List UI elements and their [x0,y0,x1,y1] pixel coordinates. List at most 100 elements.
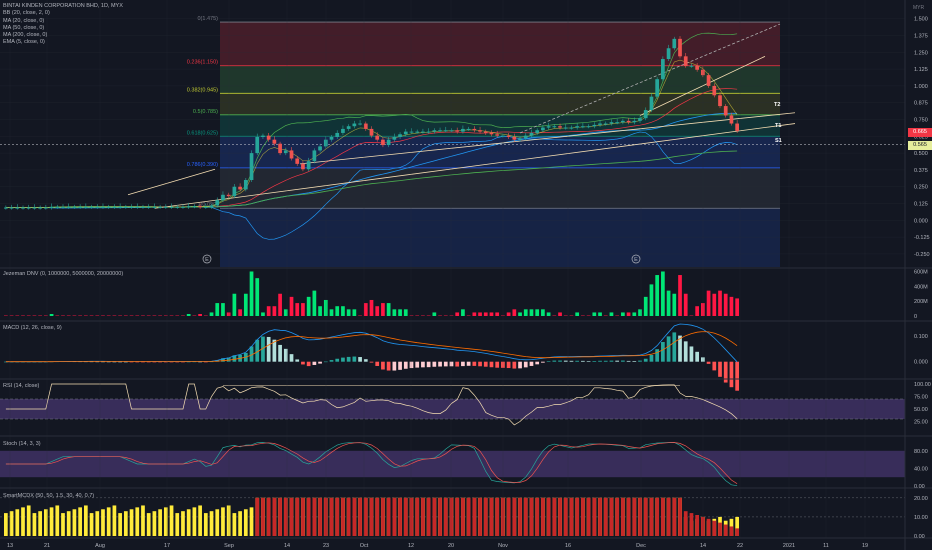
smi-bar [558,497,562,536]
volume-bar [272,306,277,316]
target-2-label: T2 [774,102,781,108]
candle [403,131,408,135]
fib-zone [220,114,780,137]
candle [306,161,311,170]
candle [61,206,65,208]
smi-bar [718,522,722,536]
smi-bar [529,497,534,536]
smi-bar [466,497,471,536]
price-panel[interactable]: 0(1.475) 0.236(1.150) 0.382(0.945) 0.5(0.78… [0,16,905,267]
stoch-k-line [5,442,738,487]
bb-lower [5,131,738,240]
macd-histogram-bar [455,361,460,367]
smi-bar [306,497,311,536]
volume-bar [712,293,717,316]
candle [289,150,294,159]
candle [129,206,134,208]
volume-panel-title[interactable]: Jezeman DNV (0, 1000000, 5000000, 200000… [3,271,124,277]
macd-histogram-bar [386,361,391,371]
macd-histogram-bar [438,361,442,367]
volume-bar [455,312,460,316]
macd-histogram-bar [426,361,431,368]
legend-ma50[interactable]: MA (50, close, 0) [3,24,45,31]
volume-bar [535,309,540,316]
smi-bar [198,505,202,536]
smi-bar [569,497,574,536]
macd-histogram-bar [255,339,260,362]
volume-bar [483,312,488,316]
macd-histogram-bar [186,361,191,363]
volume-bar [369,299,374,316]
candle [558,126,562,128]
x-tick-label: Oct [360,543,369,549]
volume-bar [289,296,294,316]
x-tick-label: 16 [565,543,571,549]
volume-bar [432,312,437,316]
macd-histogram-bar [318,361,322,364]
candle [123,206,128,208]
smi-bar [541,497,545,536]
smi-panel-title[interactable]: SmartMCDX (50, 50, 1.5, 30, 40, 0.7) [3,493,95,499]
smi-bar [449,497,454,536]
smi-bar [289,497,294,536]
smi-bar [261,497,265,536]
candle [438,130,442,132]
smi-bar [101,509,105,536]
macd-histogram-bar [369,361,374,363]
rsi-tick-label: 100.00 [914,382,931,388]
candle [581,126,585,128]
candle [461,128,465,132]
macd-histogram-bar [192,361,197,363]
macd-histogram-bar [158,361,162,363]
candle [43,207,48,209]
smi-bar [318,497,322,536]
volume-bar [546,312,551,316]
macd-histogram-bar [266,336,271,362]
candle [643,110,648,119]
smi-bar [409,497,414,536]
volume-bar [626,312,631,316]
volume-bar [375,306,380,316]
stoch-panel-title[interactable]: Stoch (14, 3, 3) [3,441,41,447]
macd-panel-title[interactable]: MACD (12, 26, close, 9) [3,325,62,331]
macd-histogram-bar [655,349,660,362]
smi-bar [203,513,208,536]
volume-bar [683,293,688,316]
signal-line [5,331,738,363]
smi-bar [352,497,357,536]
smi-bar [123,511,128,536]
smi-bar [506,497,511,536]
candle [483,131,488,133]
smi-bar [66,511,71,536]
smi-bar [112,505,117,536]
legend-ma20[interactable]: MA (20, close, 0) [3,17,45,24]
stoch-panel [0,442,905,487]
smi-bar [38,511,42,536]
volume-bar [695,306,700,316]
candle [163,206,168,208]
rsi-panel-title[interactable]: RSI (14, close) [3,383,40,389]
macd-histogram-bar [569,360,574,362]
candle [83,206,88,208]
candle [501,135,505,137]
volume-bar [598,312,602,316]
candle [409,131,414,133]
macd-histogram-bar [523,361,528,368]
macd-histogram-bar [603,360,608,362]
candle [541,127,545,131]
macd-histogram-bar [95,361,100,363]
y-tick-label: 0.625 [914,134,928,140]
legend-bb[interactable]: BB (20, close, 2, 0) [3,10,50,17]
smi-bar [232,513,237,536]
macd-histogram-bar [678,335,682,362]
legend-ema5[interactable]: EMA (5, close, 0) [3,39,45,46]
candle [158,206,162,208]
smi-bar [392,497,397,536]
candle [626,120,631,123]
legend-ma200[interactable]: MA (200, close, 0) [3,32,48,39]
smi-bar [192,507,197,536]
smi-bar [695,515,700,536]
x-tick-label: 14 [700,543,706,549]
smi-bar [415,497,420,536]
